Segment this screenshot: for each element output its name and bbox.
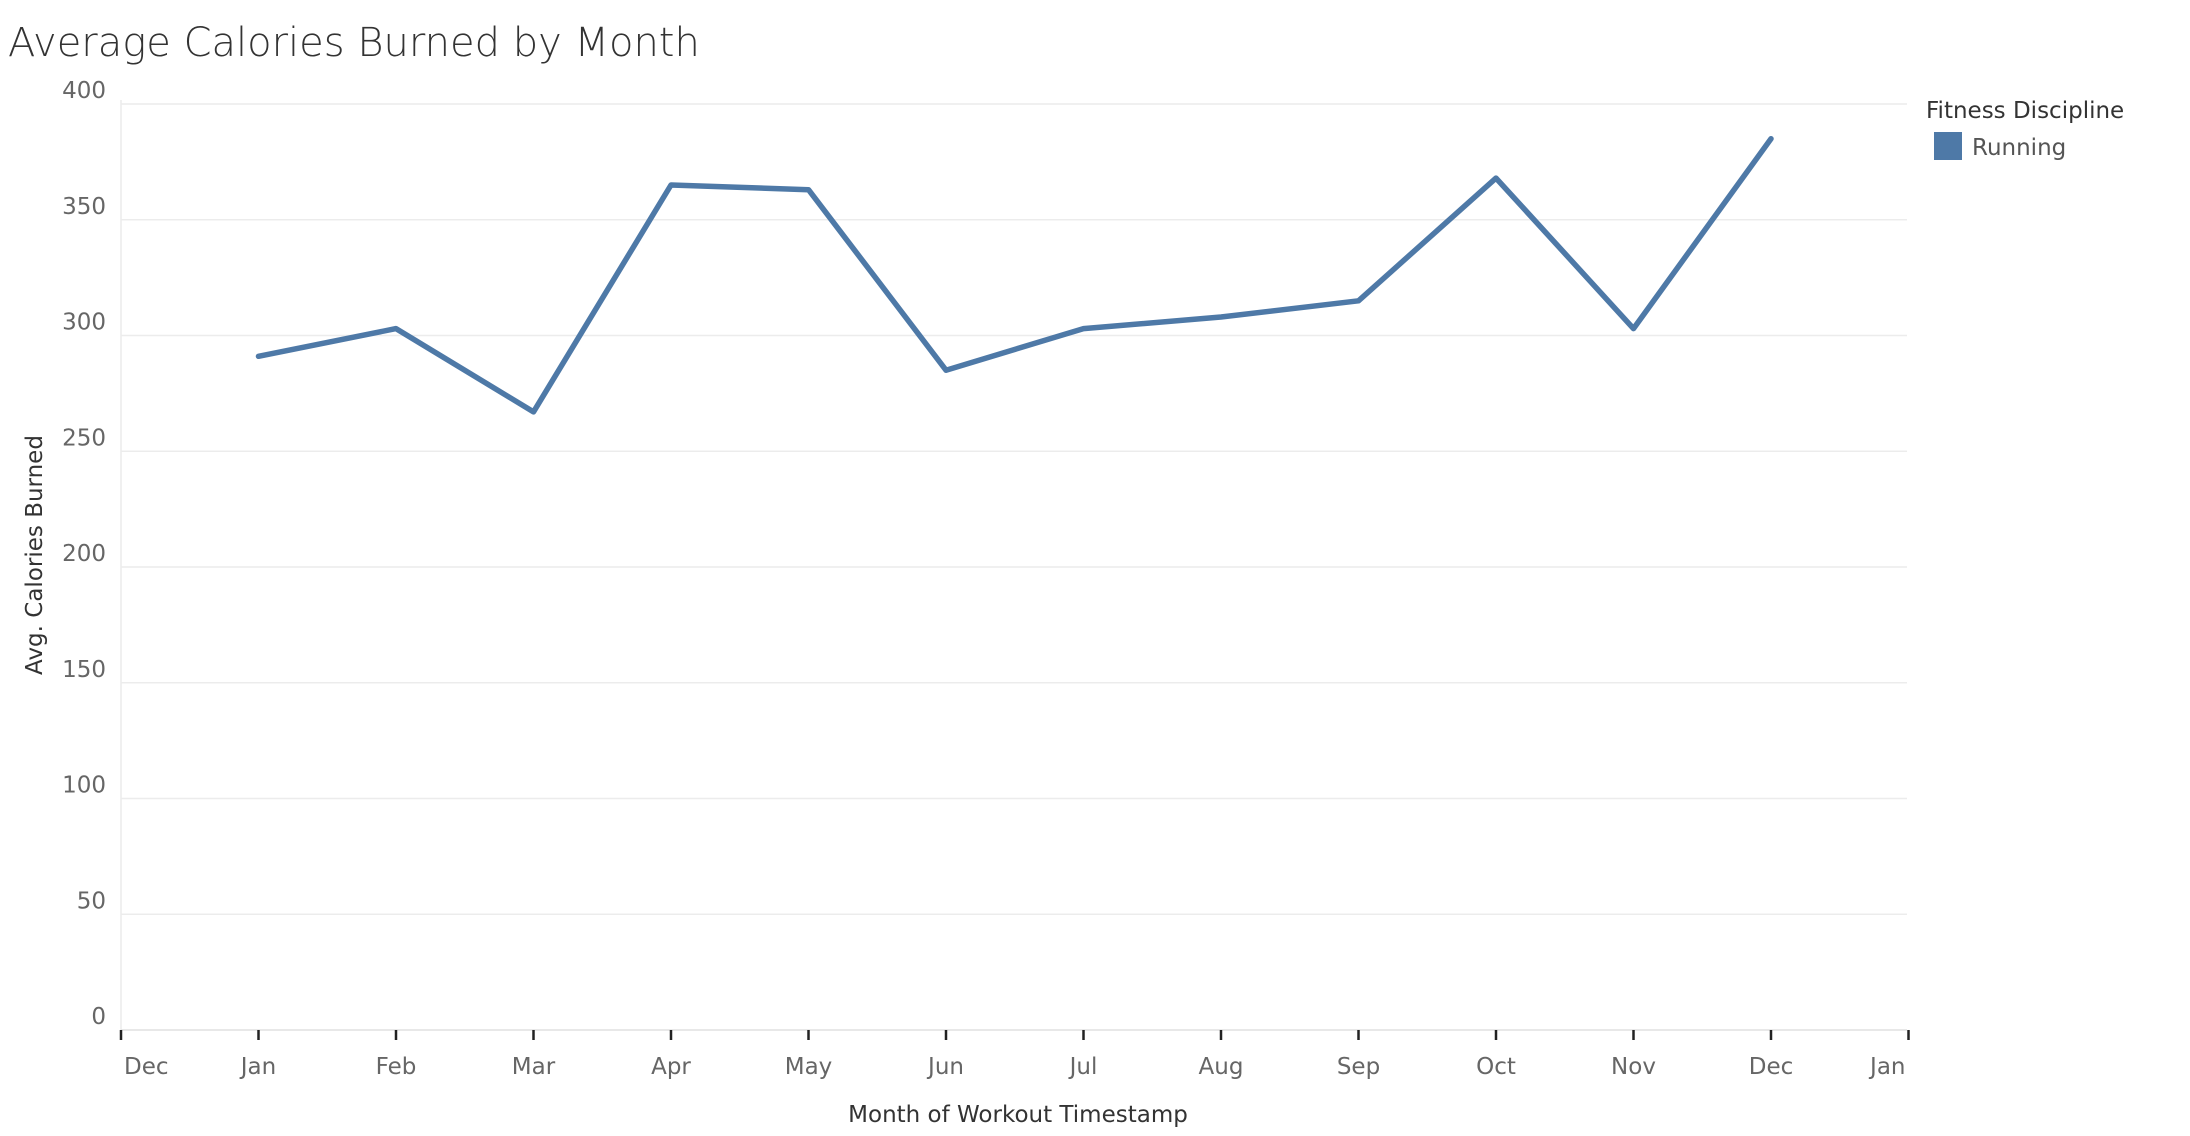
y-tick-label: 400 xyxy=(62,78,106,104)
data-point[interactable] xyxy=(938,362,954,378)
x-tick-label: Oct xyxy=(1476,1054,1516,1080)
data-point[interactable] xyxy=(526,404,542,420)
data-point[interactable] xyxy=(801,182,817,198)
data-point[interactable] xyxy=(1213,309,1229,325)
y-tick-label: 300 xyxy=(62,310,106,336)
data-point[interactable] xyxy=(1626,321,1642,337)
x-tick-label: Dec xyxy=(1749,1054,1794,1080)
x-tick-label: Jul xyxy=(1068,1054,1098,1080)
x-tick-label: Dec xyxy=(124,1054,169,1080)
x-axis: Dec Jan Feb Mar Apr May Jun Jul Aug Sep Oct Nov Dec J… xyxy=(119,1029,1910,1080)
x-tick-label: Mar xyxy=(512,1054,556,1080)
x-tick-label: May xyxy=(785,1054,833,1080)
y-tick-label: 50 xyxy=(77,888,106,914)
y-tick-label: 250 xyxy=(62,425,106,451)
x-tick-label: Apr xyxy=(651,1054,691,1080)
x-axis-title: Month of Workout Timestamp xyxy=(848,1102,1188,1128)
y-tick-label: 200 xyxy=(62,541,106,567)
x-tick-label: Jan xyxy=(239,1054,276,1080)
legend-swatch-running[interactable] xyxy=(1934,132,1962,160)
x-tick-label: Aug xyxy=(1199,1054,1244,1080)
chart-title: Average Calories Burned by Month xyxy=(8,20,700,66)
data-point[interactable] xyxy=(1763,131,1779,147)
x-tick-label: Nov xyxy=(1611,1054,1656,1080)
y-tick-label: 150 xyxy=(62,657,106,683)
x-tick-label: Jun xyxy=(926,1054,964,1080)
data-point[interactable] xyxy=(1488,170,1504,186)
x-tick-label: Jan xyxy=(1868,1054,1905,1080)
y-tick-label: 100 xyxy=(62,773,106,799)
gridlines xyxy=(120,100,1907,1031)
y-tick-label: 350 xyxy=(62,194,106,220)
data-point[interactable] xyxy=(1076,321,1092,337)
y-tick-label: 0 xyxy=(91,1004,106,1030)
series-line-running[interactable] xyxy=(255,135,1774,415)
y-axis-ticks: 0 50 100 150 200 250 300 350 400 xyxy=(62,78,106,1030)
legend-label-running[interactable]: Running xyxy=(1972,135,2066,161)
data-point[interactable] xyxy=(663,177,679,193)
x-tick-label: Sep xyxy=(1337,1054,1380,1080)
legend-title: Fitness Discipline xyxy=(1926,98,2124,124)
data-point[interactable] xyxy=(1351,293,1367,309)
y-axis-title: Avg. Calories Burned xyxy=(22,435,48,675)
data-point[interactable] xyxy=(251,348,267,364)
x-tick-label: Feb xyxy=(376,1054,417,1080)
series-lines xyxy=(251,131,1779,420)
legend: Fitness Discipline Running xyxy=(1926,98,2124,161)
data-point[interactable] xyxy=(388,321,404,337)
